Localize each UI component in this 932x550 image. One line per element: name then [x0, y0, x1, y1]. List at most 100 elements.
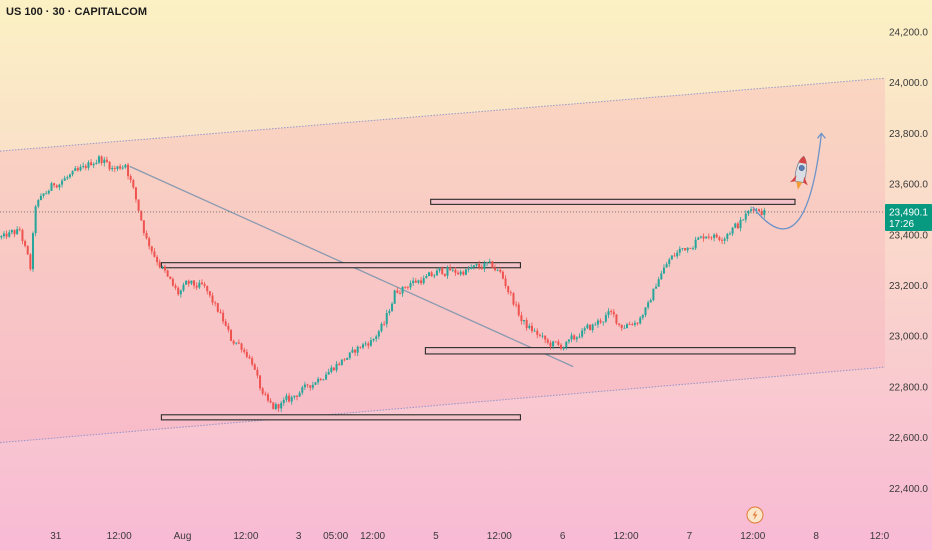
candle-body	[583, 328, 586, 331]
candle-body	[148, 238, 151, 247]
lightning-icon[interactable]	[746, 506, 764, 524]
candle-body	[256, 369, 259, 376]
y-tick-label: 24,000.0	[889, 78, 928, 89]
candle-body	[53, 183, 56, 186]
candle-body	[620, 324, 623, 329]
candle-body	[322, 379, 325, 381]
candle-body	[393, 290, 396, 304]
x-tick-label: 8	[813, 531, 819, 542]
candle-body	[74, 168, 77, 172]
candle-body	[224, 321, 227, 326]
candle-body	[63, 178, 66, 181]
candle-body	[496, 269, 499, 271]
candle-body	[573, 335, 576, 340]
projection-arrow[interactable]	[752, 133, 823, 230]
candle-body	[420, 280, 423, 284]
candle-body	[491, 261, 494, 268]
candle-body	[121, 167, 124, 169]
candle-body	[158, 262, 161, 268]
y-tick-label: 23,400.0	[889, 230, 928, 241]
candle-body	[0, 236, 3, 238]
candle-body	[248, 356, 251, 359]
y-tick-label: 23,000.0	[889, 332, 928, 343]
x-tick-label: 3	[296, 531, 302, 542]
candle-body	[303, 384, 306, 388]
candle-body	[486, 262, 489, 264]
candle-body	[686, 247, 689, 251]
channel-lower-line[interactable]	[0, 366, 886, 444]
zone-box-3[interactable]	[424, 347, 796, 355]
candle-body	[665, 264, 668, 268]
candle-body	[45, 193, 48, 195]
candle-body	[488, 261, 491, 263]
candle-body	[480, 267, 483, 269]
zone-box-4[interactable]	[160, 414, 521, 421]
candle-body	[140, 210, 143, 221]
candle-body	[5, 233, 8, 237]
candle-body	[16, 229, 19, 235]
candle-body	[227, 325, 230, 330]
candle-body	[211, 295, 214, 303]
candle-body	[361, 344, 365, 348]
y-tick-label: 23,600.0	[889, 180, 928, 191]
candle-body	[37, 200, 40, 207]
candle-body	[684, 248, 687, 251]
candle-body	[145, 233, 148, 239]
candle-body	[660, 273, 663, 280]
candle-body	[309, 385, 312, 388]
candle-body	[182, 284, 185, 291]
candle-body	[528, 325, 531, 329]
candle-body	[179, 290, 182, 295]
candle-body	[507, 286, 510, 293]
candle-body	[163, 266, 167, 271]
candle-body	[499, 269, 502, 272]
candle-body	[591, 324, 594, 331]
candle-body	[150, 246, 153, 252]
candle-body	[119, 166, 122, 169]
candle-body	[314, 382, 317, 385]
zone-box-2[interactable]	[430, 198, 796, 205]
x-tick-label: 6	[560, 531, 566, 542]
candle-body	[633, 322, 636, 325]
current-price-badge	[885, 203, 932, 231]
candle-body	[103, 159, 106, 164]
y-tick-label: 22,800.0	[889, 382, 928, 393]
chart-title: US 100 · 30 · CAPITALCOM	[6, 6, 147, 18]
candle-body	[391, 303, 394, 312]
candle-body	[512, 293, 515, 305]
rocket-icon	[790, 155, 808, 190]
candle-body	[34, 206, 37, 234]
candle-body	[628, 324, 631, 325]
candle-body	[747, 210, 750, 214]
zone-box-1[interactable]	[160, 262, 521, 269]
countdown-label: 17:26	[889, 219, 914, 230]
candle-body	[261, 388, 264, 394]
candle-body	[187, 280, 190, 284]
candle-body	[259, 375, 262, 389]
candle-body	[266, 394, 269, 401]
channel-upper-line[interactable]	[0, 77, 886, 152]
candle-body	[311, 384, 314, 388]
candle-body	[359, 346, 362, 348]
candle-body	[68, 174, 71, 178]
candle-body	[641, 315, 644, 318]
candle-body	[87, 162, 90, 168]
candle-body	[66, 177, 69, 179]
candle-body	[124, 164, 127, 168]
candle-body	[383, 323, 386, 325]
x-tick-label: 12:00	[614, 531, 639, 542]
candle-body	[464, 269, 467, 275]
candle-body	[208, 291, 211, 296]
candle-body	[306, 384, 309, 386]
candle-body	[356, 346, 359, 353]
candle-body	[198, 282, 201, 288]
candle-body	[95, 162, 98, 164]
candle-body	[697, 237, 700, 240]
candle-body	[723, 238, 726, 241]
candle-body	[676, 252, 679, 257]
candle-body	[544, 335, 547, 340]
candle-body	[655, 286, 658, 289]
candle-body	[367, 343, 370, 346]
candle-body	[451, 269, 454, 271]
